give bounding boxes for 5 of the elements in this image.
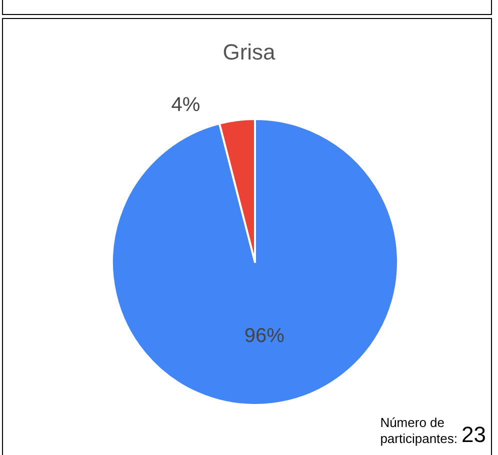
text: 23 <box>462 422 486 447</box>
chart-title: Grisa <box>222 40 276 64</box>
data-label: 96% <box>244 324 285 347</box>
data-label: 4% <box>171 94 200 116</box>
text: Número de participantes: <box>380 415 458 447</box>
